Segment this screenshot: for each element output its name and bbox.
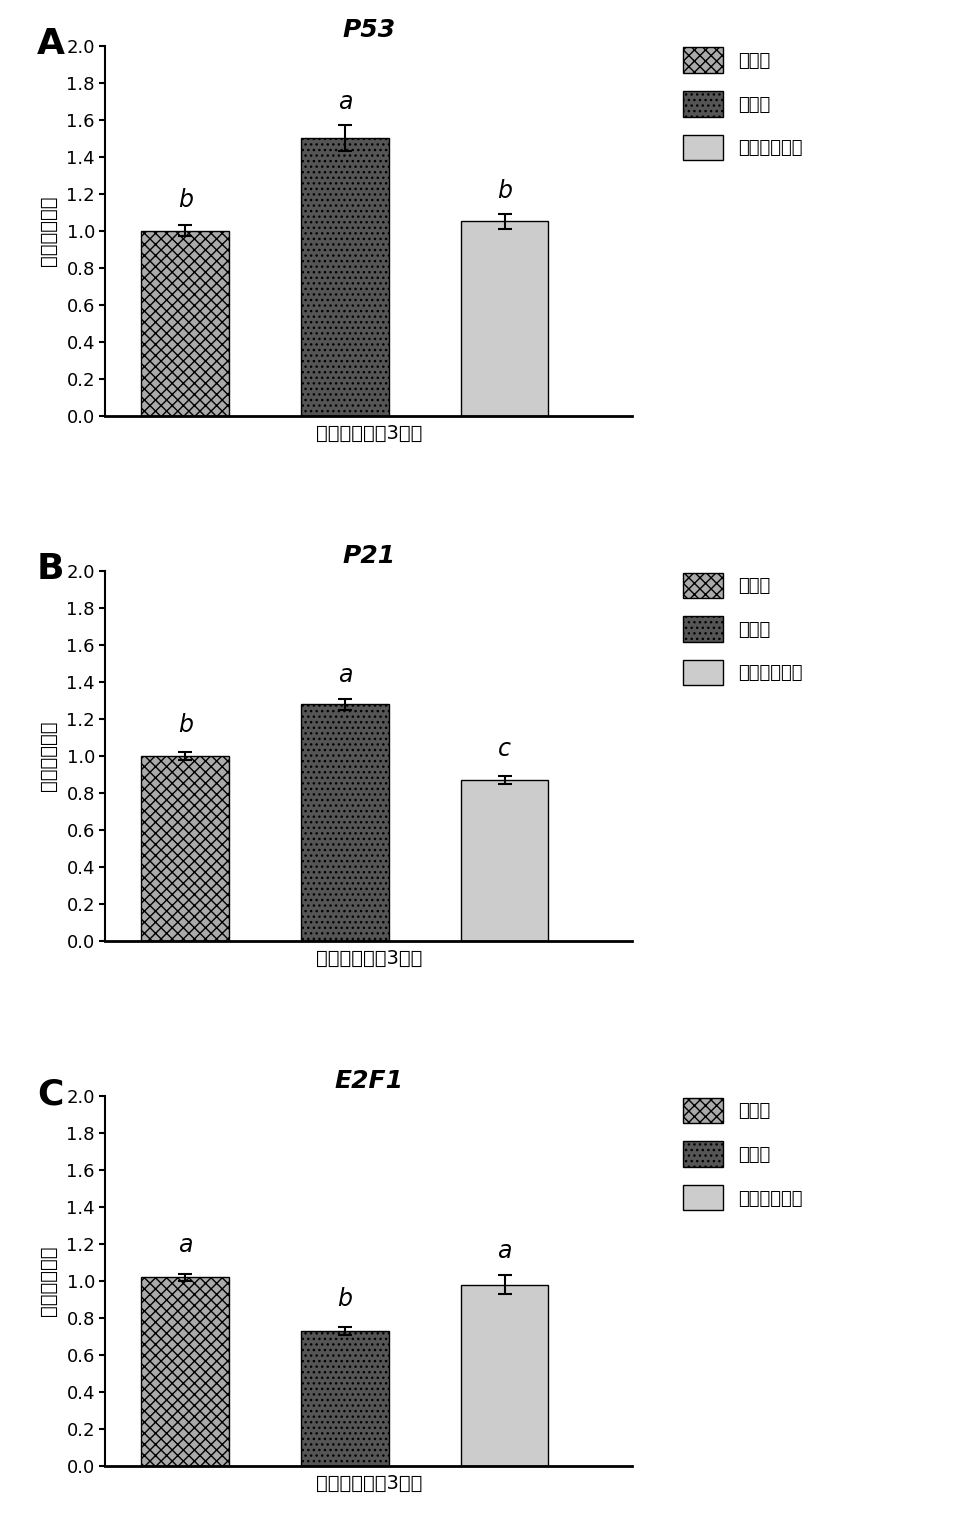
- Legend: 新鲜组, 冷冻组, 冷冻褪黑素组: 新鲜组, 冷冻组, 冷冻褪黑素组: [683, 47, 802, 160]
- Bar: [461, 1284, 548, 1466]
- Text: a: a: [497, 1238, 512, 1263]
- Legend: 新鲜组, 冷冻组, 冷冻褪黑素组: 新鲜组, 冷冻组, 冷冻褪黑素组: [683, 1098, 802, 1211]
- Text: c: c: [498, 738, 511, 762]
- Y-axis label: 相对转录水平: 相对转录水平: [39, 721, 58, 791]
- X-axis label: 合子体外培击3小时: 合子体外培击3小时: [315, 1474, 422, 1493]
- Bar: [301, 139, 389, 415]
- Text: C: C: [36, 1078, 63, 1112]
- Bar: [142, 1277, 229, 1466]
- Title: P21: P21: [342, 544, 396, 568]
- Bar: [461, 221, 548, 415]
- Legend: 新鲜组, 冷冻组, 冷冻褪黑素组: 新鲜组, 冷冻组, 冷冻褪黑素组: [683, 573, 802, 686]
- Title: E2F1: E2F1: [334, 1069, 403, 1093]
- Bar: [301, 704, 389, 941]
- Text: a: a: [337, 90, 353, 115]
- Bar: [301, 1332, 389, 1466]
- X-axis label: 合子体外培击3小时: 合子体外培击3小时: [315, 425, 422, 443]
- Bar: [142, 756, 229, 941]
- Text: A: A: [36, 27, 65, 61]
- Text: a: a: [337, 663, 353, 687]
- Text: b: b: [178, 188, 193, 212]
- Bar: [461, 780, 548, 941]
- Text: b: b: [337, 1287, 353, 1310]
- Y-axis label: 相对转录水平: 相对转录水平: [39, 1246, 58, 1316]
- Bar: [142, 231, 229, 415]
- Text: b: b: [497, 179, 512, 203]
- Text: a: a: [178, 1232, 193, 1257]
- Title: P53: P53: [342, 18, 396, 43]
- Text: B: B: [36, 553, 64, 586]
- Y-axis label: 相对转录水平: 相对转录水平: [39, 195, 58, 266]
- X-axis label: 合子体外培击3小时: 合子体外培击3小时: [315, 950, 422, 968]
- Text: b: b: [178, 713, 193, 738]
